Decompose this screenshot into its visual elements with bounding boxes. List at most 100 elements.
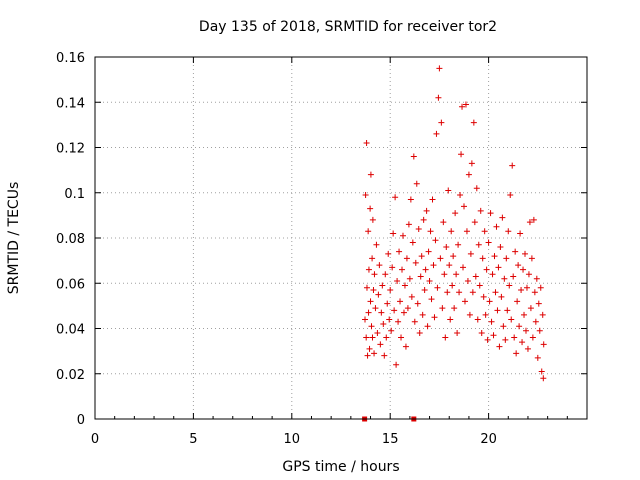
data-point xyxy=(399,266,406,273)
data-point xyxy=(521,311,528,318)
data-point xyxy=(498,293,505,300)
data-point xyxy=(365,228,372,235)
data-point xyxy=(393,361,400,368)
data-point xyxy=(394,277,401,284)
x-tick-label: 5 xyxy=(189,432,197,447)
plot-frame xyxy=(94,56,588,420)
y-tick-label: 0.16 xyxy=(56,51,85,66)
data-point xyxy=(414,300,421,307)
data-point xyxy=(513,350,520,357)
data-point xyxy=(468,160,475,167)
data-point xyxy=(453,271,460,278)
x-axis-title: GPS time / hours xyxy=(282,459,399,475)
data-point xyxy=(426,277,433,284)
data-point xyxy=(367,298,374,305)
data-point xyxy=(375,291,382,298)
data-point xyxy=(483,266,490,273)
axis-ticks: 0 5 10 15 20 0 0.02 0.04 0.06 0.08 0.1 0.12 0.14 0.16 xyxy=(56,51,587,447)
data-point xyxy=(437,255,444,262)
x-tick-label: 0 xyxy=(91,432,99,447)
data-point xyxy=(440,219,447,226)
data-point xyxy=(467,250,474,257)
data-point xyxy=(515,262,522,269)
data-point xyxy=(370,287,377,294)
data-point xyxy=(495,264,502,271)
data-point xyxy=(396,248,403,255)
data-point xyxy=(427,228,434,235)
data-point xyxy=(492,289,499,296)
data-point xyxy=(362,192,369,199)
data-point xyxy=(392,194,399,201)
data-point xyxy=(528,255,535,262)
data-point xyxy=(493,223,500,230)
data-point xyxy=(367,171,374,178)
data-point xyxy=(463,228,470,235)
data-point xyxy=(472,273,479,280)
data-point xyxy=(415,225,422,232)
data-point xyxy=(459,103,466,110)
data-point xyxy=(517,230,524,237)
y-tick-label: 0.12 xyxy=(56,142,85,157)
data-point xyxy=(386,316,393,323)
data-point xyxy=(466,311,473,318)
grid-lines xyxy=(95,57,587,419)
data-point xyxy=(526,219,533,226)
data-point xyxy=(501,275,508,282)
data-point xyxy=(509,162,516,169)
data-point xyxy=(494,307,501,314)
data-point xyxy=(371,350,378,357)
data-point xyxy=(407,196,414,203)
data-point xyxy=(477,207,484,214)
data-point xyxy=(452,210,459,217)
data-point xyxy=(506,282,513,289)
data-point xyxy=(362,316,369,323)
data-point xyxy=(380,320,387,327)
data-point xyxy=(364,352,371,359)
data-point xyxy=(374,330,381,337)
data-point xyxy=(431,314,438,321)
data-point xyxy=(500,323,507,330)
data-point xyxy=(488,318,495,325)
data-point xyxy=(525,271,532,278)
data-point xyxy=(480,293,487,300)
data-point xyxy=(400,309,407,316)
data-point xyxy=(485,239,492,246)
data-point xyxy=(406,275,413,282)
data-point xyxy=(481,228,488,235)
data-point xyxy=(445,187,452,194)
data-point xyxy=(430,262,437,269)
data-point xyxy=(371,271,378,278)
data-point xyxy=(540,341,547,348)
data-point xyxy=(409,239,416,246)
y-tick-label: 0.02 xyxy=(56,368,85,383)
data-point xyxy=(487,210,494,217)
y-tick-label: 0.04 xyxy=(56,323,85,338)
data-point xyxy=(490,332,497,339)
data-point xyxy=(529,334,536,341)
data-point xyxy=(539,311,546,318)
data-point xyxy=(518,287,525,294)
data-point xyxy=(507,192,514,199)
data-point xyxy=(422,266,429,273)
data-point xyxy=(365,266,372,273)
data-point xyxy=(470,119,477,126)
data-point xyxy=(419,311,426,318)
data-point xyxy=(458,151,465,158)
data-point xyxy=(464,277,471,284)
x-tick-label: 15 xyxy=(382,432,399,447)
data-point xyxy=(536,327,543,334)
data-point xyxy=(402,343,409,350)
data-point xyxy=(369,216,376,223)
y-tick-label: 0.08 xyxy=(56,232,85,247)
data-point xyxy=(520,266,527,273)
data-point xyxy=(474,316,481,323)
data-point xyxy=(410,153,417,160)
data-point xyxy=(496,343,503,350)
data-point xyxy=(413,180,420,187)
data-point xyxy=(416,330,423,337)
data-point xyxy=(479,255,486,262)
data-point xyxy=(489,271,496,278)
data-point xyxy=(444,289,451,296)
